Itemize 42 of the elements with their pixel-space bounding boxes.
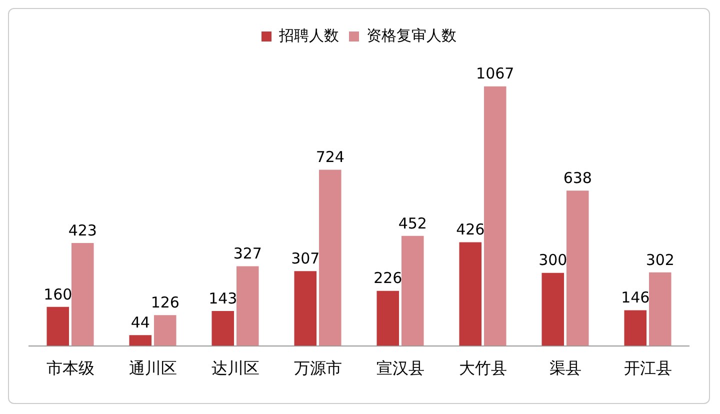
bar [542, 272, 564, 346]
bar [484, 86, 506, 346]
data-label: 146 [621, 288, 650, 307]
bar [236, 266, 259, 346]
x-tick-label: 宣汉县 [376, 358, 424, 378]
bar [71, 242, 94, 346]
data-label: 302 [646, 250, 674, 269]
bar [566, 190, 589, 346]
data-label: 1067 [476, 64, 514, 83]
data-label: 226 [374, 269, 402, 288]
data-label: 724 [316, 148, 344, 166]
data-label: 423 [68, 221, 97, 240]
data-label: 143 [208, 289, 238, 308]
bar [154, 315, 176, 346]
data-label: 426 [456, 220, 485, 239]
data-label: 638 [563, 169, 592, 188]
bar [212, 311, 234, 346]
x-tick-label: 万源市 [294, 358, 342, 378]
legend-label: 招聘人数 [278, 26, 339, 44]
x-tick-label: 市本级 [46, 358, 94, 378]
data-label: 452 [398, 214, 427, 232]
bar [129, 335, 152, 346]
data-label: 44 [130, 313, 150, 332]
x-tick-label: 开江县 [624, 358, 672, 378]
data-label: 327 [233, 244, 262, 263]
data-label: 300 [538, 251, 568, 270]
bar [648, 272, 672, 346]
x-tick-label: 通川区 [128, 358, 177, 378]
data-label: 160 [44, 285, 72, 304]
data-label: 126 [150, 294, 180, 312]
legend-label: 资格复审人数 [366, 26, 456, 44]
data-label: 307 [291, 250, 320, 268]
bar [459, 242, 482, 346]
bar [376, 290, 400, 346]
bar [318, 170, 342, 346]
x-tick-label: 大竹县 [458, 358, 507, 378]
bar [46, 306, 70, 346]
x-tick-label: 渠县 [549, 358, 582, 378]
bar [294, 271, 317, 346]
bar [624, 310, 647, 346]
bar [401, 236, 424, 346]
x-tick-label: 达川区 [211, 358, 260, 378]
